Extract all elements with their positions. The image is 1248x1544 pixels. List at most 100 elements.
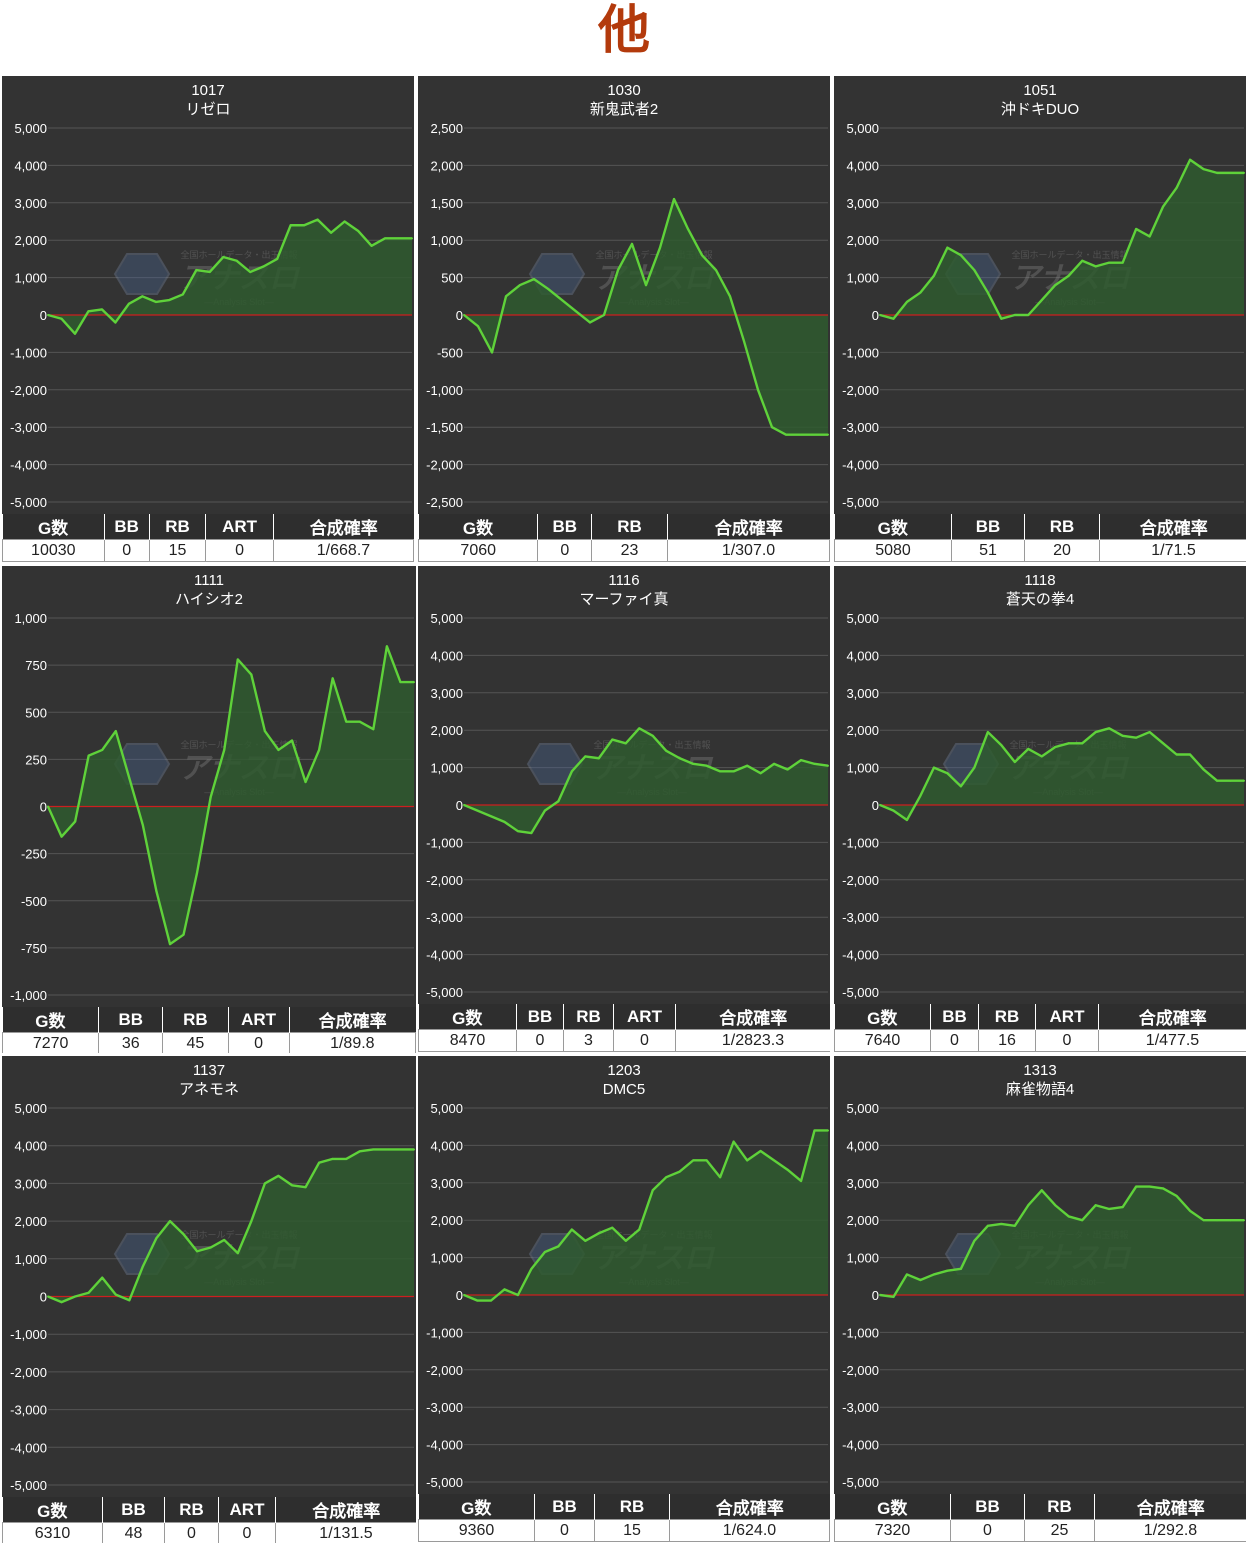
y-tick-label: 0 (40, 308, 47, 323)
stats-cell: 16 (978, 1029, 1036, 1052)
chart-area: 5,000 4,000 3,000 2,000 1,000 0 -1,000 -2,000 -3… (418, 566, 830, 1004)
chart-title: 新鬼武者2 (589, 101, 659, 118)
data-point (1229, 171, 1232, 174)
y-tick-label: 5,000 (430, 611, 463, 626)
data-point (1175, 753, 1178, 756)
data-point (1027, 1204, 1030, 1207)
data-point (624, 742, 627, 745)
data-point (1189, 1209, 1192, 1212)
data-point (557, 1245, 560, 1248)
data-point (746, 764, 749, 767)
data-point (986, 731, 989, 734)
stats-header: RB (164, 1497, 219, 1523)
data-point (195, 269, 198, 272)
data-point (331, 1157, 334, 1160)
y-tick-label: -3,000 (842, 420, 879, 435)
data-point (1013, 314, 1016, 316)
data-point (101, 1276, 104, 1279)
data-point (743, 340, 745, 343)
stats-header: 合成確率 (1098, 1004, 1246, 1030)
data-point (370, 244, 373, 247)
data-point (114, 730, 117, 733)
data-point (705, 1159, 708, 1162)
data-point (905, 818, 908, 821)
data-point (879, 314, 881, 316)
chart-area: 5,000 4,000 3,000 2,000 1,000 0 -1,000 -2,000 -3… (834, 566, 1246, 1004)
y-tick-label: -3,000 (10, 1403, 47, 1418)
chart-area: 5,000 4,000 3,000 2,000 1,000 0 -1,000 -2,000 -3… (834, 1056, 1246, 1494)
data-point (1067, 742, 1070, 745)
data-point (208, 270, 211, 273)
data-point (74, 820, 77, 823)
data-point (1162, 742, 1165, 745)
y-tick-label: -1,000 (10, 345, 47, 360)
data-point (597, 757, 600, 760)
data-point (1108, 261, 1111, 264)
stats-row: 7060 0 23 1/307.0 (418, 539, 830, 562)
series-area (880, 728, 1244, 820)
data-point (74, 1295, 77, 1298)
y-tick-label: 2,000 (430, 723, 463, 738)
series-line (879, 727, 1244, 822)
data-point (1081, 1219, 1084, 1222)
data-point (47, 805, 49, 808)
stats-cell: 1/477.5 (1098, 1029, 1246, 1052)
data-point (1094, 731, 1097, 734)
data-point (291, 1184, 293, 1187)
data-point (384, 237, 387, 240)
data-point (759, 772, 762, 775)
y-tick-label: -5,000 (842, 1475, 879, 1490)
stats-cell: 1/624.0 (669, 1519, 830, 1542)
y-tick-label: -2,000 (10, 383, 47, 398)
chart-panel-1051: 5,000 4,000 3,000 2,000 1,000 0 -1,000 -2,000 -3… (834, 76, 1246, 563)
chart-panel-1203: 5,000 4,000 3,000 2,000 1,000 0 -1,000 -2,000 -3… (418, 1056, 830, 1543)
y-tick-label: 4,000 (14, 1139, 47, 1154)
y-tick-label: 0 (872, 798, 879, 813)
data-point (155, 890, 158, 893)
data-point (155, 1237, 158, 1240)
data-point (786, 768, 789, 771)
data-point (331, 677, 334, 680)
stats-header: ART (205, 514, 274, 540)
data-point (1040, 1189, 1043, 1192)
stats-header: BB (98, 1007, 164, 1033)
chart-area: 5,000 4,000 3,000 2,000 1,000 0 -1,000 -2,000 -3… (2, 1056, 416, 1497)
stats-table: G数 BB RB ART 合成確率 10030 0 15 0 1/668.7 (2, 514, 414, 562)
y-tick-label: 4,000 (430, 648, 463, 663)
stats-cell: 1/292.8 (1094, 1519, 1246, 1542)
data-point (692, 762, 695, 765)
data-point (678, 757, 681, 760)
chart-panel-1137: 5,000 4,000 3,000 2,000 1,000 0 -1,000 -2,000 -3… (2, 1056, 416, 1543)
data-point (372, 1148, 375, 1151)
chart-panel-1111: 1,0007505002500-250-500-750-1,000アナスロ全国ホ… (2, 566, 416, 1053)
stats-cell: 0 (613, 1029, 676, 1052)
data-point (477, 325, 479, 328)
data-point (530, 832, 533, 835)
data-point (114, 321, 117, 324)
data-point (222, 256, 225, 259)
data-point (932, 274, 935, 277)
stats-header: 合成確率 (1099, 514, 1246, 540)
line-chart: 5,000 4,000 3,000 2,000 1,000 0 -1,000 -2,000 -3… (426, 611, 829, 1000)
y-tick-label: 500 (25, 705, 47, 720)
data-point (1202, 168, 1205, 171)
stats-cell: 36 (98, 1032, 164, 1053)
line-chart: 5,000 4,000 3,000 2,000 1,000 0 -1,000 -2,000 -3… (426, 1101, 829, 1490)
data-point (746, 1159, 749, 1162)
chart-area: 5,000 4,000 3,000 2,000 1,000 0 -1,000 -2,000 -3… (2, 76, 414, 514)
y-tick-label: 4,000 (846, 648, 879, 663)
data-point (345, 720, 348, 723)
data-point (358, 1150, 361, 1153)
stats-header: G数 (418, 1004, 517, 1030)
data-point (236, 658, 239, 661)
data-point (1081, 259, 1084, 262)
data-point (1148, 1185, 1151, 1188)
data-point (905, 1273, 908, 1276)
data-point (800, 759, 803, 762)
data-point (678, 1170, 681, 1173)
data-point (503, 820, 506, 823)
stats-header: BB (951, 514, 1025, 540)
chart-number: 1051 (1023, 82, 1057, 99)
data-point (1243, 171, 1245, 174)
stats-cell: 8470 (418, 1029, 517, 1052)
